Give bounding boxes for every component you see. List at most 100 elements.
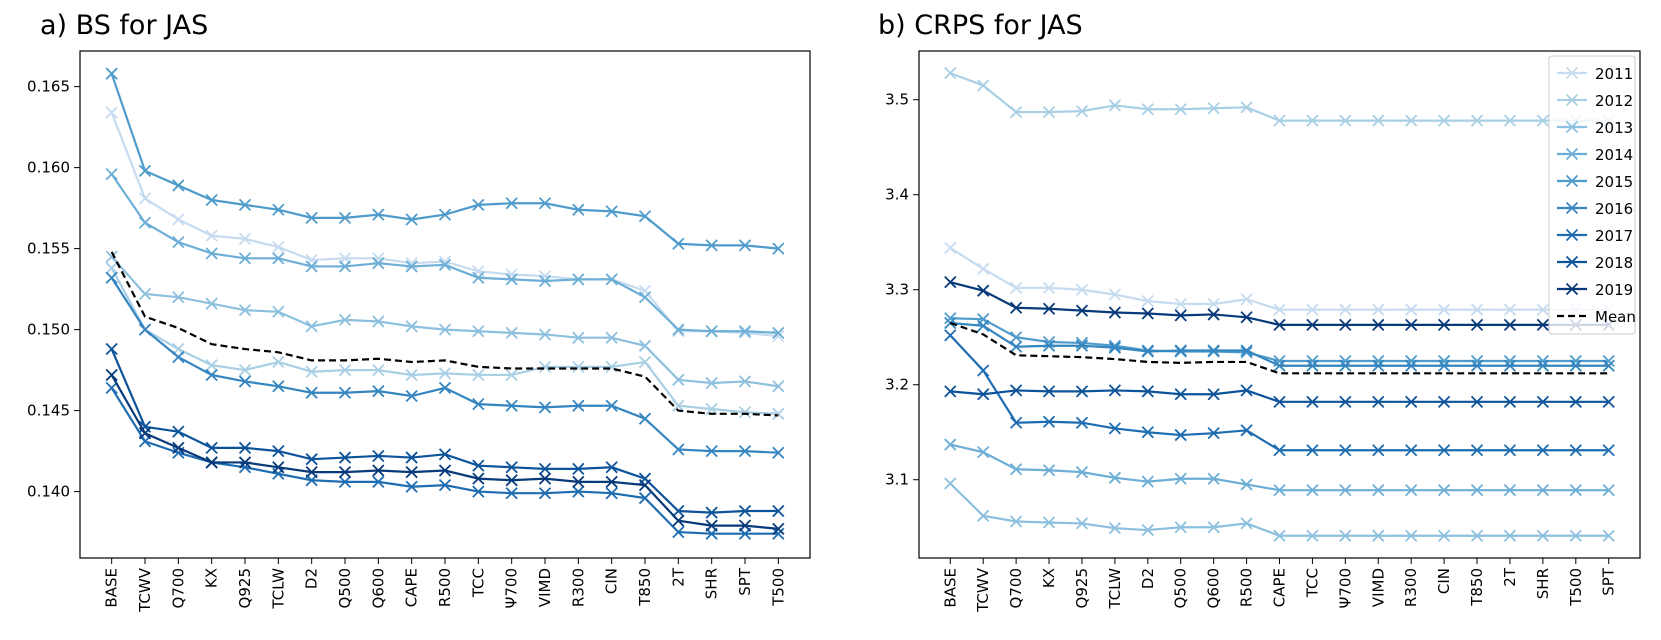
marker (1306, 114, 1319, 127)
marker (1536, 318, 1550, 332)
marker (372, 449, 385, 463)
marker (472, 459, 485, 472)
marker (1602, 529, 1615, 542)
marker (1273, 114, 1286, 127)
marker (172, 179, 185, 192)
marker (538, 472, 552, 485)
marker (205, 456, 218, 469)
series-line (110, 374, 779, 530)
x-tick-label: T850 (636, 568, 654, 607)
marker (1306, 444, 1319, 457)
marker (1273, 484, 1286, 497)
marker (977, 509, 990, 522)
x-tick-label: CAPE (1271, 568, 1289, 607)
marker (772, 326, 785, 339)
marker (505, 197, 518, 210)
marker (1009, 281, 1023, 294)
marker (1503, 303, 1517, 316)
marker (1372, 395, 1385, 408)
marker (105, 381, 118, 395)
marker (338, 313, 352, 327)
marker (1339, 395, 1352, 408)
x-tick-label: Q600 (1205, 568, 1223, 608)
series-line (110, 73, 779, 250)
marker (538, 274, 552, 288)
marker (944, 66, 957, 80)
marker (1405, 529, 1418, 542)
marker (572, 485, 585, 498)
marker (1141, 103, 1154, 116)
marker (1437, 529, 1451, 542)
marker (1470, 484, 1484, 497)
marker (1437, 444, 1451, 457)
marker (672, 525, 685, 539)
marker (1306, 395, 1319, 408)
marker (505, 461, 518, 474)
marker (977, 446, 990, 459)
marker (305, 453, 318, 466)
x-tick-label: CIN (1435, 568, 1453, 594)
marker (305, 386, 318, 399)
marker (372, 464, 385, 477)
marker (1141, 426, 1154, 439)
x-tick-label: SPT (1600, 567, 1618, 596)
marker (1273, 395, 1286, 408)
marker (605, 399, 618, 412)
marker (105, 271, 118, 284)
marker (638, 412, 652, 425)
marker (305, 320, 318, 333)
marker (438, 381, 452, 395)
marker (672, 323, 685, 336)
marker (1108, 339, 1122, 352)
x-tick-label: TCLW (269, 568, 287, 610)
marker (1240, 478, 1253, 491)
marker (1207, 472, 1220, 485)
marker (672, 237, 685, 250)
legend-label: Mean (1595, 308, 1636, 326)
marker (505, 273, 518, 286)
y-tick-label: 0.155 (27, 240, 70, 258)
x-tick-label: TCWV (136, 567, 154, 613)
chart-title: b) CRPS for JAS (878, 10, 1083, 41)
marker (1405, 303, 1418, 316)
marker (672, 399, 685, 412)
marker (1240, 517, 1253, 530)
marker (1602, 359, 1615, 372)
marker (1339, 359, 1352, 372)
plot-frame (79, 50, 811, 559)
marker (1207, 102, 1220, 115)
x-tick-label: Q700 (1007, 568, 1025, 608)
y-tick-label: 3.5 (885, 91, 909, 109)
marker (1075, 304, 1089, 317)
marker (505, 399, 518, 412)
x-tick-label: SPT (736, 567, 754, 596)
marker (505, 368, 518, 382)
marker (1437, 318, 1451, 332)
marker (605, 273, 618, 286)
x-tick-label: Ψ700 (1336, 568, 1354, 608)
marker (1536, 114, 1550, 127)
x-tick-label: T500 (1567, 568, 1585, 607)
marker (1569, 359, 1582, 372)
marker (605, 331, 618, 344)
marker (977, 319, 990, 332)
marker (272, 355, 285, 369)
marker (405, 260, 418, 273)
marker (1207, 308, 1220, 321)
marker (772, 242, 785, 255)
marker (205, 193, 218, 207)
marker (238, 375, 252, 388)
marker (705, 506, 718, 519)
y-tick-label: 3.2 (885, 376, 909, 394)
marker (1009, 340, 1023, 353)
marker (572, 475, 585, 489)
y-tick-label: 0.165 (27, 78, 70, 96)
series-line (949, 334, 1609, 452)
marker (1042, 464, 1056, 477)
marker (572, 360, 585, 373)
marker (472, 325, 485, 338)
marker (272, 305, 285, 318)
legend-label: 2016 (1595, 200, 1633, 218)
x-tick-label: CIN (603, 568, 621, 594)
